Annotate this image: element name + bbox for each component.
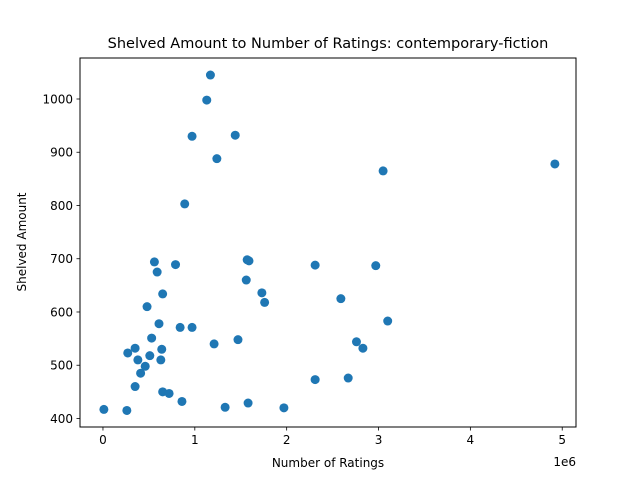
x-tick-label: 5 [558,433,566,447]
data-point [241,275,251,285]
y-tick-label: 900 [50,146,73,160]
data-point [140,361,150,371]
data-point [177,396,187,406]
data-point [171,260,181,270]
data-point [187,131,197,141]
data-point [230,130,240,140]
data-point [383,316,393,326]
data-point [156,355,166,365]
data-point [257,288,267,298]
data-point [220,402,230,412]
y-tick-label: 1000 [42,93,73,107]
data-point [202,95,212,105]
data-point [233,335,243,345]
data-point [133,355,143,365]
y-axis-ticks: 400 500 600 700 800 900 1000 [42,93,80,426]
data-point [122,405,132,415]
data-point [310,375,320,385]
data-point [158,289,168,299]
data-point [123,348,133,358]
x-axis-offset-label: 1e6 [553,455,576,469]
data-point [142,302,152,312]
y-tick-label: 500 [50,359,73,373]
x-tick-label: 3 [375,433,383,447]
data-point [136,368,146,378]
y-axis-label: Shelved Amount [15,192,29,291]
data-point [550,159,560,169]
data-point [187,322,197,332]
x-axis-ticks: 0 1 2 3 4 5 [99,427,566,447]
x-tick-label: 2 [283,433,291,447]
data-point [209,339,219,349]
data-point [180,199,190,209]
data-point [154,319,164,329]
data-point [279,403,289,413]
data-point [371,261,381,271]
data-point [152,267,162,277]
data-point [351,337,361,347]
x-axis-label: Number of Ratings [272,456,384,470]
data-point [336,294,346,304]
data-point [260,297,270,307]
data-point [147,333,157,343]
data-point [244,256,254,266]
plot-area [79,57,577,428]
data-point [212,154,222,164]
chart-title: Shelved Amount to Number of Ratings: con… [108,36,549,52]
data-point [164,388,174,398]
data-point [358,343,368,353]
data-point [243,398,253,408]
x-tick-label: 1 [191,433,199,447]
x-tick-label: 4 [467,433,475,447]
data-point [145,351,155,361]
data-point [175,322,185,332]
y-tick-label: 800 [50,199,73,213]
data-point [149,257,159,267]
data-point [130,343,140,353]
data-point [157,344,167,354]
data-point [378,166,388,176]
y-tick-label: 600 [50,305,73,319]
data-point [343,373,353,383]
data-point [130,382,140,392]
x-tick-label: 0 [99,433,107,447]
data-point [205,70,215,80]
data-point [99,404,109,414]
y-tick-label: 400 [50,412,73,426]
data-points [99,70,560,415]
data-point [310,260,320,270]
y-tick-label: 700 [50,252,73,266]
